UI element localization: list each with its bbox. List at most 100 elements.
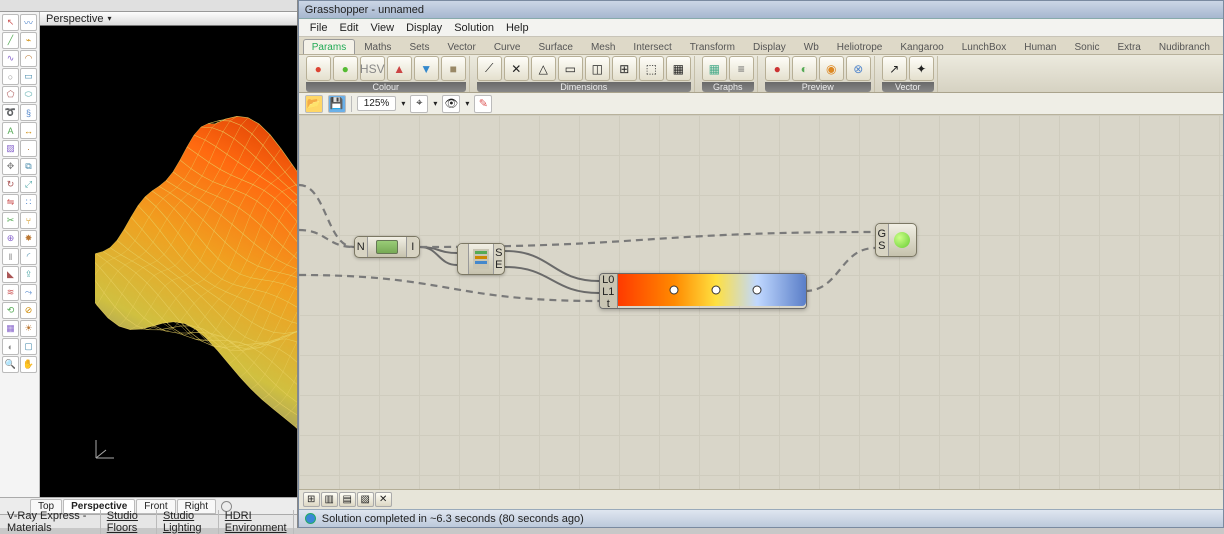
polyline-tool[interactable]: ⌁: [20, 32, 37, 49]
ribbon-icon[interactable]: ■: [441, 56, 466, 81]
revolve-tool[interactable]: ⟲: [2, 302, 19, 319]
ribbon-icon[interactable]: ▦: [666, 56, 691, 81]
viewport-tab[interactable]: Perspective ▾: [40, 12, 297, 26]
ribbon-icon[interactable]: ≡: [729, 56, 754, 81]
status-item[interactable]: HDRI Environment: [221, 510, 294, 534]
rect-tool[interactable]: ▭: [20, 68, 37, 85]
tab-maths[interactable]: Maths: [355, 39, 400, 54]
ribbon-icon[interactable]: ▼: [414, 56, 439, 81]
wire-tool[interactable]: ▢: [20, 338, 37, 355]
ribbon-icon[interactable]: ✕: [504, 56, 529, 81]
tab-wb[interactable]: Wb: [795, 39, 828, 54]
polygon-tool[interactable]: ⬠: [2, 86, 19, 103]
trim-tool[interactable]: ✂: [2, 212, 19, 229]
status-item[interactable]: V-Ray Express - Materials: [3, 510, 101, 534]
gradient-handle[interactable]: [711, 286, 720, 295]
status-item[interactable]: Studio Lighting: [159, 510, 219, 534]
bounds-node[interactable]: SE: [457, 243, 505, 275]
tab-vector[interactable]: Vector: [438, 39, 484, 54]
tab-curve[interactable]: Curve: [485, 39, 530, 54]
ribbon-icon[interactable]: ▭: [558, 56, 583, 81]
mesh-tool[interactable]: ▦: [2, 320, 19, 337]
move-tool[interactable]: ✥: [2, 158, 19, 175]
ribbon-icon[interactable]: ⬚: [639, 56, 664, 81]
ribbon-icon[interactable]: ◐: [792, 56, 817, 81]
copy-tool[interactable]: ⧉: [20, 158, 37, 175]
curve-tool[interactable]: ∿: [2, 50, 19, 67]
array-tool[interactable]: ∷: [20, 194, 37, 211]
menu-view[interactable]: View: [365, 21, 399, 35]
lasso-tool[interactable]: 〰: [20, 14, 37, 31]
ribbon-icon[interactable]: ⊞: [612, 56, 637, 81]
panel-icon[interactable]: ▥: [321, 492, 338, 507]
merge-node[interactable]: NI: [354, 236, 420, 258]
scale-tool[interactable]: ⤢: [20, 176, 37, 193]
helix-tool[interactable]: §: [20, 104, 37, 121]
offset-tool[interactable]: ‖: [2, 248, 19, 265]
zoom-tool[interactable]: 🔍: [2, 356, 19, 373]
join-tool[interactable]: ⊕: [2, 230, 19, 247]
ribbon-icon[interactable]: ●: [765, 56, 790, 81]
ribbon-icon[interactable]: △: [531, 56, 556, 81]
ribbon-icon[interactable]: ✦: [909, 56, 934, 81]
tab-mesh[interactable]: Mesh: [582, 39, 624, 54]
panel-icon[interactable]: ▤: [339, 492, 356, 507]
shade-tool[interactable]: ◐: [2, 338, 19, 355]
ribbon-icon[interactable]: ●: [333, 56, 358, 81]
ribbon-icon[interactable]: ◫: [585, 56, 610, 81]
ribbon-icon[interactable]: ▦: [702, 56, 727, 81]
save-icon[interactable]: 💾: [328, 95, 346, 113]
render-tool[interactable]: ☀: [20, 320, 37, 337]
chevron-down-icon[interactable]: ▾: [465, 99, 469, 108]
ribbon-icon[interactable]: ●: [306, 56, 331, 81]
extrude-tool[interactable]: ⇪: [20, 266, 37, 283]
panel-icon[interactable]: ✕: [375, 492, 392, 507]
text-tool[interactable]: A: [2, 122, 19, 139]
tab-nudibranch[interactable]: Nudibranch: [1150, 39, 1219, 54]
arc-tool[interactable]: ◠: [20, 50, 37, 67]
menu-help[interactable]: Help: [501, 21, 534, 35]
menu-file[interactable]: File: [305, 21, 333, 35]
ribbon-icon[interactable]: ⊗: [846, 56, 871, 81]
tab-display[interactable]: Display: [744, 39, 795, 54]
menu-edit[interactable]: Edit: [334, 21, 363, 35]
boolean-tool[interactable]: ⊘: [20, 302, 37, 319]
sketch-icon[interactable]: ✎: [474, 95, 492, 113]
ribbon-icon[interactable]: ↗: [882, 56, 907, 81]
chevron-down-icon[interactable]: ▾: [433, 99, 437, 108]
gradient-node[interactable]: L0L1t: [599, 273, 807, 309]
tab-transform[interactable]: Transform: [681, 39, 744, 54]
tab-extra[interactable]: Extra: [1109, 39, 1150, 54]
hatch-tool[interactable]: ▨: [2, 140, 19, 157]
tab-kangaroo[interactable]: Kangaroo: [891, 39, 952, 54]
explode-tool[interactable]: ✸: [20, 230, 37, 247]
ribbon-icon[interactable]: HSV: [360, 56, 385, 81]
tab-intersect[interactable]: Intersect: [624, 39, 680, 54]
tab-heliotrope[interactable]: Heliotrope: [828, 39, 892, 54]
fillet-tool[interactable]: ◜: [20, 248, 37, 265]
tab-sets[interactable]: Sets: [400, 39, 438, 54]
point-tool[interactable]: ·: [20, 140, 37, 157]
tab-lunchbox[interactable]: LunchBox: [953, 39, 1015, 54]
ellipse-tool[interactable]: ⬭: [20, 86, 37, 103]
status-item[interactable]: Studio Floors: [103, 510, 157, 534]
loft-tool[interactable]: ≋: [2, 284, 19, 301]
chamfer-tool[interactable]: ◣: [2, 266, 19, 283]
sweep-tool[interactable]: ⤳: [20, 284, 37, 301]
spiral-tool[interactable]: ➰: [2, 104, 19, 121]
menu-display[interactable]: Display: [401, 21, 447, 35]
rotate-tool[interactable]: ↻: [2, 176, 19, 193]
gradient-handle[interactable]: [670, 286, 679, 295]
preview-node[interactable]: GS: [875, 223, 917, 257]
ribbon-icon[interactable]: ⟋: [477, 56, 502, 81]
tab-params[interactable]: Params: [303, 39, 355, 54]
gradient-handle[interactable]: [752, 286, 761, 295]
split-tool[interactable]: ⑂: [20, 212, 37, 229]
chevron-down-icon[interactable]: ▾: [401, 99, 405, 108]
panel-icon[interactable]: ⊞: [303, 492, 320, 507]
ribbon-icon[interactable]: ▲: [387, 56, 412, 81]
eye-icon[interactable]: 👁: [442, 95, 460, 113]
line-tool[interactable]: ╱: [2, 32, 19, 49]
tab-surface[interactable]: Surface: [530, 39, 582, 54]
dim-tool[interactable]: ↔: [20, 122, 37, 139]
